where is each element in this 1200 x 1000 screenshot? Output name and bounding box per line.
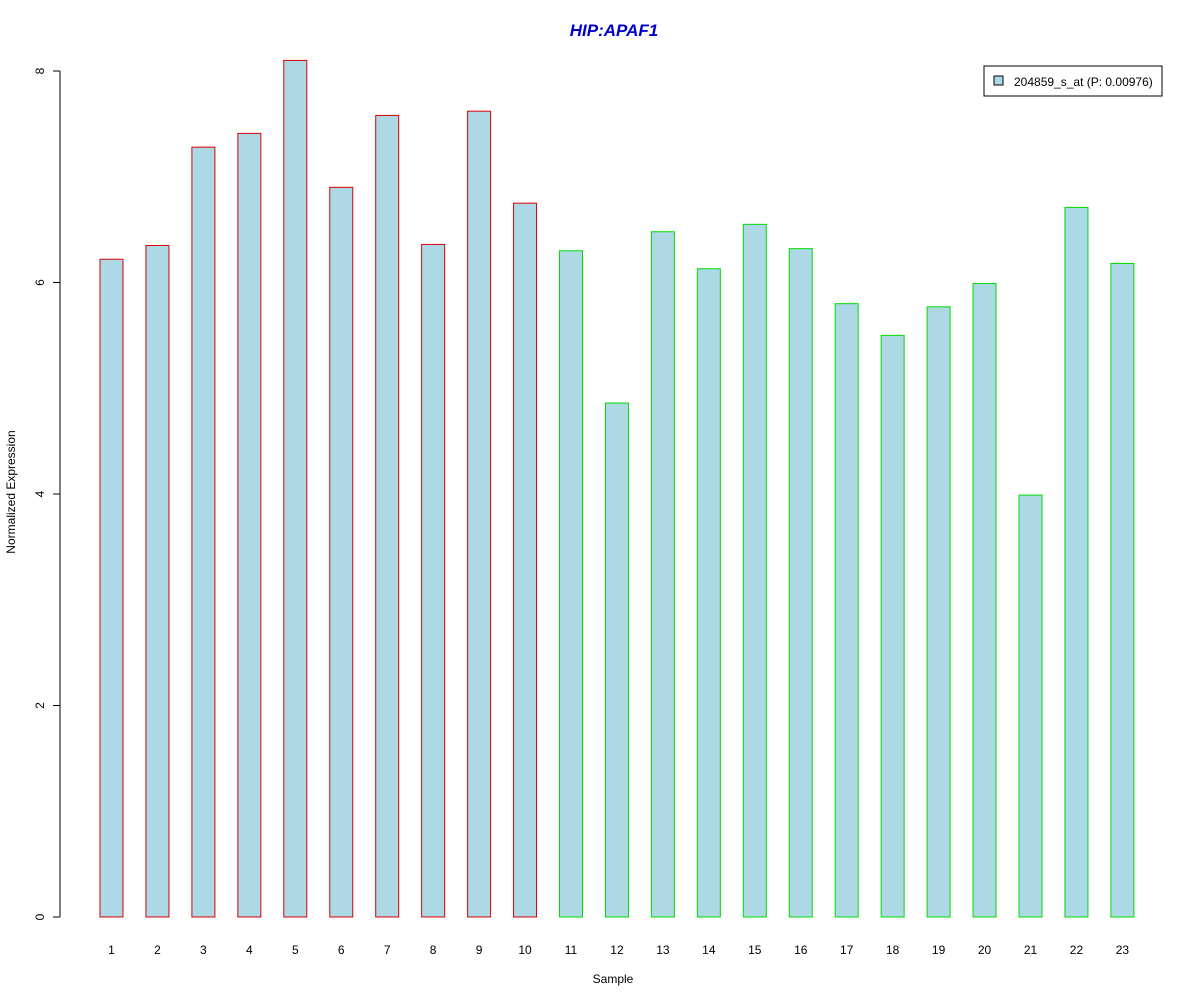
- bar-sample-20: [972, 283, 997, 918]
- x-tick-label-15: 15: [748, 943, 762, 957]
- y-axis: 0 2 4 6 8: [33, 67, 61, 920]
- bar-sample-13: [650, 231, 675, 918]
- bar-sample-2: [145, 244, 170, 918]
- x-tick-label-13: 13: [656, 943, 670, 957]
- bar-sample-5: [283, 59, 308, 918]
- x-tick-label-6: 6: [338, 943, 345, 957]
- x-tick-label-10: 10: [518, 943, 532, 957]
- x-tick-label-12: 12: [610, 943, 624, 957]
- x-tick-label-19: 19: [932, 943, 946, 957]
- bar-sample-12: [604, 402, 629, 918]
- x-tick-label-18: 18: [886, 943, 900, 957]
- x-tick-label-20: 20: [978, 943, 992, 957]
- chart-title: HIP:APAF1: [570, 21, 658, 40]
- bar-sample-9: [467, 110, 492, 918]
- x-tick-label-2: 2: [154, 943, 161, 957]
- x-tick-label-22: 22: [1070, 943, 1084, 957]
- bar-sample-19: [926, 306, 951, 918]
- y-axis-label: Normalized Expression: [4, 430, 18, 553]
- y-tick-label-2: 2: [33, 702, 47, 709]
- bar-sample-21: [1018, 494, 1043, 918]
- bar-sample-3: [191, 146, 216, 918]
- x-tick-label-1: 1: [108, 943, 115, 957]
- x-tick-label-5: 5: [292, 943, 299, 957]
- bar-sample-23: [1110, 262, 1135, 918]
- x-tick-label-21: 21: [1024, 943, 1038, 957]
- y-tick-label-6: 6: [33, 279, 47, 286]
- x-tick-label-14: 14: [702, 943, 716, 957]
- bar-sample-15: [742, 223, 767, 918]
- bar-sample-22: [1064, 206, 1089, 918]
- x-tick-label-16: 16: [794, 943, 808, 957]
- x-tick-label-11: 11: [565, 943, 578, 957]
- x-tick-label-17: 17: [840, 943, 854, 957]
- y-tick-label-0: 0: [33, 913, 47, 920]
- bar-sample-7: [375, 114, 400, 918]
- bar-sample-11: [559, 250, 583, 918]
- legend-swatch: [993, 75, 1004, 86]
- x-tick-label-23: 23: [1116, 943, 1130, 957]
- legend-box: [983, 65, 1163, 97]
- legend: 204859_s_at (P: 0.00976): [983, 65, 1163, 97]
- bar-sample-8: [421, 243, 446, 918]
- x-tick-label-4: 4: [246, 943, 253, 957]
- x-tick-label-9: 9: [476, 943, 483, 957]
- y-tick-label-4: 4: [33, 490, 47, 497]
- bar-sample-6: [329, 186, 354, 918]
- x-tick-label-3: 3: [200, 943, 207, 957]
- x-tick-labels: 1 2 3 4 5 6 7 8 9 10 11 12 13 14 15 16 17 18 19 20 21 22 23: [108, 943, 1129, 957]
- bar-sample-4: [237, 132, 262, 918]
- bar-sample-17: [834, 303, 859, 918]
- bars: [99, 59, 1135, 918]
- legend-label: 204859_s_at (P: 0.00976): [1014, 75, 1153, 89]
- y-tick-label-8: 8: [33, 67, 47, 74]
- x-tick-label-8: 8: [430, 943, 437, 957]
- bar-sample-16: [788, 248, 813, 918]
- bar-sample-18: [880, 334, 905, 918]
- bar-sample-10: [513, 202, 538, 918]
- x-tick-label-7: 7: [384, 943, 391, 957]
- bar-sample-14: [696, 268, 721, 918]
- bar-sample-1: [99, 258, 124, 918]
- x-axis-label: Sample: [593, 972, 634, 986]
